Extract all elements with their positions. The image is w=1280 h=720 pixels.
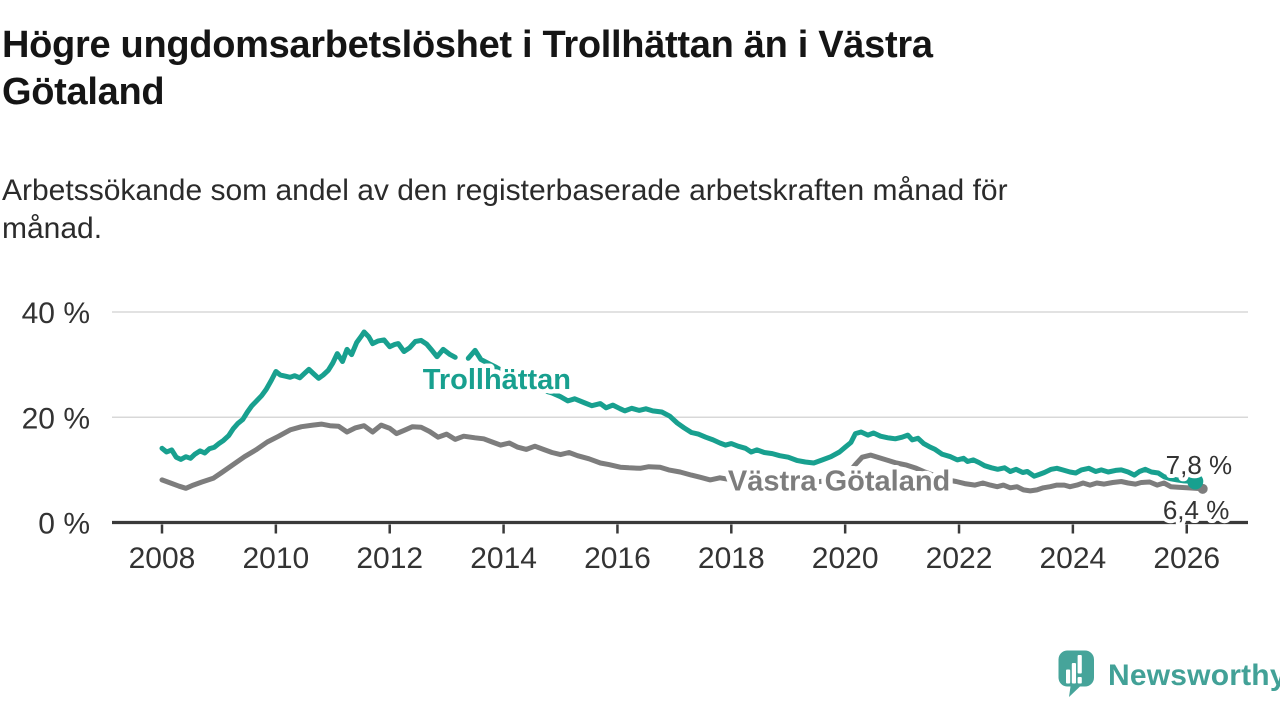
end-dot-trollhattan [1187,473,1204,490]
series-path-vastra-gotaland [159,421,1206,494]
logo-exclamation-stem [1077,655,1082,674]
x-axis-label-2022: 2022 [926,542,993,575]
newsworthy-logo-icon [1058,650,1094,697]
x-axis-label-2026: 2026 [1153,542,1220,575]
x-axis-label-2018: 2018 [698,542,765,575]
y-axis-label-0: 0 % [38,508,90,541]
logo-bar-short [1066,669,1071,684]
brand-wordmark: Newsworthy [1108,659,1280,692]
x-axis-label-2020: 2020 [812,542,879,575]
x-axis-label-2016: 2016 [584,542,651,575]
x-axis-label-2008: 2008 [129,542,196,575]
x-axis-label-2010: 2010 [242,542,309,575]
annotation-value-label-3: 6,4 % [1163,495,1230,525]
logo-exclamation-dot [1077,677,1082,684]
y-axis-label-20: 20 % [22,402,90,435]
annotation-series-label-0: Trollhättan [423,364,571,396]
y-axis-label-40: 40 % [22,297,90,330]
logo-bubble-shape [1058,650,1094,697]
x-axis-label-2014: 2014 [470,542,537,575]
page-title: Högre ungdomsarbetslöshet i Trollhättan … [2,24,933,113]
x-axis-label-2012: 2012 [356,542,423,575]
chart-subtitle: Arbetssökande som andel av den registerb… [2,174,1008,245]
logo-bar-medium [1071,663,1076,684]
series-path-trollhattan [159,329,1198,484]
annotation-series-label-1: Västra Götaland [728,465,950,497]
annotation-value-label-2: 7,8 % [1166,450,1233,480]
x-axis-label-2024: 2024 [1040,542,1107,575]
